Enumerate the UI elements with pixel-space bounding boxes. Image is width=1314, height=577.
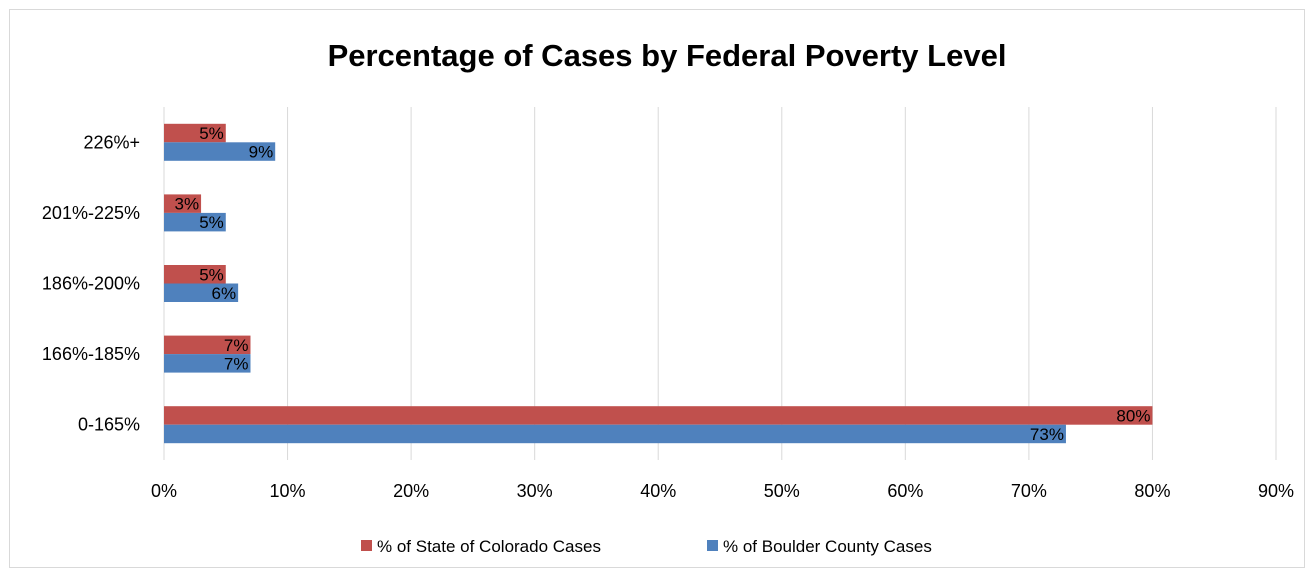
x-tick-label: 80% — [1134, 481, 1170, 501]
y-tick-label: 0-165% — [78, 415, 140, 435]
bar-colorado — [164, 194, 202, 213]
data-label: 5% — [199, 265, 224, 284]
bar-boulder — [164, 212, 226, 232]
data-label: 5% — [199, 124, 224, 143]
bars — [164, 123, 1153, 444]
data-label: 7% — [224, 354, 249, 373]
data-label: 80% — [1116, 406, 1150, 425]
bar-boulder — [164, 424, 1066, 444]
bar-colorado — [164, 265, 226, 284]
x-tick-label: 20% — [393, 481, 429, 501]
x-tick-label: 50% — [764, 481, 800, 501]
y-tick-label: 166%-185% — [42, 344, 140, 364]
legend-label-boulder: % of Boulder County Cases — [723, 537, 932, 556]
data-label: 5% — [199, 213, 224, 232]
data-label: 73% — [1030, 425, 1064, 444]
data-label: 3% — [174, 195, 199, 214]
gridlines — [163, 107, 1277, 460]
x-tick-label: 30% — [517, 481, 553, 501]
data-label: 6% — [212, 284, 237, 303]
y-tick-label: 226%+ — [83, 132, 140, 152]
legend-label-colorado: % of State of Colorado Cases — [377, 537, 601, 556]
x-tick-label: 70% — [1011, 481, 1047, 501]
chart-title: Percentage of Cases by Federal Poverty L… — [328, 38, 1007, 73]
x-tick-label: 90% — [1258, 481, 1294, 501]
y-axis-tick-labels: 0-165% 166%-185% 186%-200% 201%-225% 226%+ — [42, 132, 140, 434]
x-tick-label: 10% — [270, 481, 306, 501]
bar-colorado — [164, 335, 251, 355]
bar-boulder — [164, 354, 251, 373]
bar-colorado — [164, 406, 1153, 425]
bar-boulder — [164, 142, 276, 161]
legend: % of State of Colorado Cases % of Boulder… — [361, 537, 932, 556]
legend-swatch-colorado — [361, 540, 372, 551]
data-label: 7% — [224, 336, 249, 355]
bar-boulder — [164, 283, 239, 302]
legend-swatch-boulder — [707, 540, 718, 551]
y-tick-label: 186%-200% — [42, 274, 140, 294]
x-tick-label: 0% — [151, 481, 177, 501]
data-label: 9% — [249, 143, 274, 162]
bar-colorado — [164, 123, 226, 143]
x-tick-label: 40% — [640, 481, 676, 501]
x-axis-tick-labels: 0% 10% 20% 30% 40% 50% 60% 70% 80% 90% — [151, 481, 1294, 501]
data-labels: 80%73%7%7%5%6%3%5%5%9% — [174, 124, 1150, 444]
y-tick-label: 201%-225% — [42, 203, 140, 223]
x-tick-label: 60% — [887, 481, 923, 501]
